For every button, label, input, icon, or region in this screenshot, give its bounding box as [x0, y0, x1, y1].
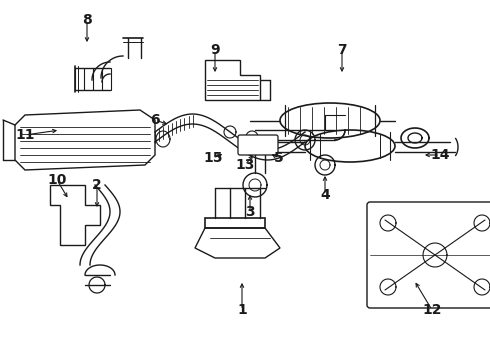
Text: 15: 15 — [203, 151, 223, 165]
Text: 9: 9 — [210, 43, 220, 57]
Text: 3: 3 — [245, 205, 255, 219]
Text: 8: 8 — [82, 13, 92, 27]
Text: 13: 13 — [235, 158, 255, 172]
FancyBboxPatch shape — [238, 135, 278, 155]
Text: 1: 1 — [237, 303, 247, 317]
Text: 4: 4 — [320, 188, 330, 202]
Text: 10: 10 — [48, 173, 67, 187]
Text: 12: 12 — [422, 303, 442, 317]
Text: 7: 7 — [337, 43, 347, 57]
Text: 6: 6 — [150, 113, 160, 127]
FancyBboxPatch shape — [367, 202, 490, 308]
Text: 2: 2 — [92, 178, 102, 192]
Text: 5: 5 — [274, 151, 284, 165]
Text: 11: 11 — [15, 128, 35, 142]
Text: 14: 14 — [430, 148, 450, 162]
